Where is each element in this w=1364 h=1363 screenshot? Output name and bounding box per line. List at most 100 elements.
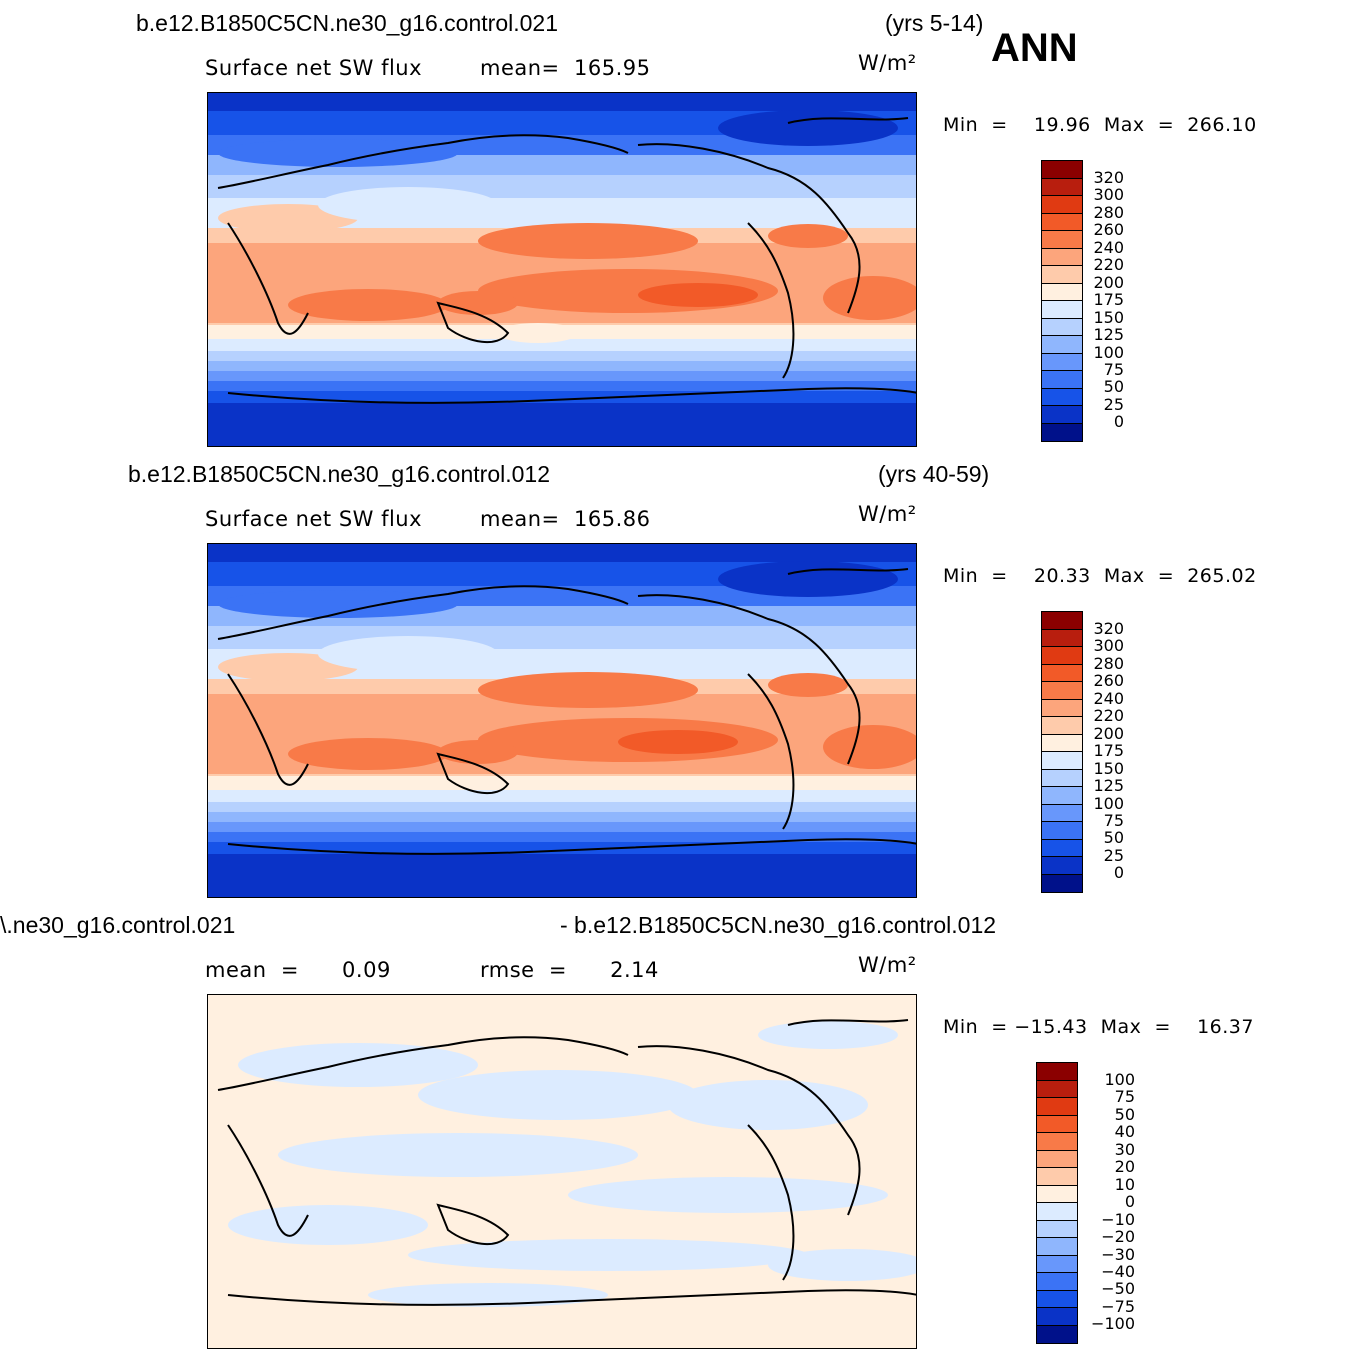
colorbar-1: [1041, 160, 1083, 442]
colorbar-swatch: [1037, 1063, 1077, 1081]
colorbar-swatch: [1042, 839, 1082, 857]
colorbar-tick-label: 50: [1103, 828, 1124, 848]
colorbar-swatch: [1042, 664, 1082, 682]
colorbar-labels-2: 320 300 280 260 240 220 200 175 150 125 100 75 50 25 0: [1080, 621, 1124, 891]
colorbar-tick-label: −100: [1091, 1314, 1135, 1334]
colorbar-tick-label: −40: [1101, 1261, 1135, 1281]
colorbar-swatch: [1037, 1098, 1077, 1116]
colorbar-swatch: [1042, 787, 1082, 805]
colorbar-swatch: [1037, 1220, 1077, 1238]
diff-rmse-label: rmse = 2.14: [480, 958, 659, 982]
colorbar-tick-label: 320: [1093, 619, 1124, 638]
colorbar-swatch: [1042, 699, 1082, 717]
colorbar-swatch: [1042, 283, 1082, 301]
colorbar-tick-label: 75: [1103, 359, 1124, 379]
colorbar-tick-label: 220: [1093, 706, 1124, 726]
mean-label-2: mean= 165.86: [480, 507, 651, 531]
colorbar-tick-label: 0: [1124, 1192, 1135, 1212]
colorbar-swatch: [1042, 857, 1082, 875]
colorbar-tick-label: 300: [1093, 636, 1124, 656]
case-name-1: b.e12.B1850C5CN.ne30_g16.control.021: [136, 10, 558, 36]
sw-flux-map-1: [208, 93, 916, 446]
colorbar-diff: [1036, 1062, 1078, 1344]
units-label-2: W/m²: [858, 502, 917, 526]
colorbar-labels-1: 320 300 280 260 240 220 200 175 150 125 100 75 50 25 0: [1080, 170, 1124, 440]
colorbar-tick-label: 240: [1093, 688, 1124, 708]
sw-flux-map-2: [208, 544, 916, 897]
mean-label-1: mean= 165.95: [480, 56, 651, 80]
colorbar-2: [1041, 611, 1083, 893]
colorbar-tick-label: 100: [1093, 793, 1124, 813]
colorbar-swatch: [1037, 1308, 1077, 1326]
colorbar-swatch: [1042, 822, 1082, 840]
colorbar-tick-label: 220: [1093, 255, 1124, 275]
colorbar-swatch: [1037, 1168, 1077, 1186]
colorbar-tick-label: 175: [1093, 290, 1124, 310]
colorbar-tick-label: 10: [1114, 1174, 1135, 1194]
colorbar-tick-label: 260: [1093, 671, 1124, 691]
colorbar-tick-label: 50: [1103, 377, 1124, 397]
colorbar-tick-label: 100: [1104, 1070, 1135, 1089]
units-label-3: W/m²: [858, 953, 917, 977]
colorbar-swatch: [1042, 874, 1082, 892]
colorbar-swatch: [1042, 717, 1082, 735]
colorbar-swatch: [1042, 371, 1082, 389]
colorbar-tick-label: 260: [1093, 220, 1124, 240]
colorbar-swatch: [1042, 612, 1082, 630]
season-label: ANN: [991, 26, 1078, 70]
minmax-label-2: Min = 20.33 Max = 265.02: [943, 565, 1257, 587]
colorbar-swatch: [1042, 353, 1082, 371]
colorbar-swatch: [1042, 388, 1082, 406]
map-panel-diff: [207, 994, 917, 1349]
colorbar-tick-label: 200: [1093, 723, 1124, 743]
colorbar-swatch: [1042, 629, 1082, 647]
colorbar-swatch: [1042, 423, 1082, 441]
colorbar-tick-label: 280: [1093, 202, 1124, 222]
colorbar-swatch: [1042, 406, 1082, 424]
colorbar-swatch: [1042, 769, 1082, 787]
colorbar-tick-label: 25: [1103, 394, 1124, 414]
colorbar-tick-label: 150: [1093, 307, 1124, 327]
colorbar-tick-label: 75: [1114, 1087, 1135, 1107]
minmax-label-1: Min = 19.96 Max = 266.10: [943, 114, 1257, 136]
colorbar-swatch: [1042, 682, 1082, 700]
colorbar-tick-label: 280: [1093, 653, 1124, 673]
colorbar-tick-label: 100: [1093, 342, 1124, 362]
colorbar-tick-label: 25: [1103, 845, 1124, 865]
colorbar-swatch: [1042, 647, 1082, 665]
colorbar-swatch: [1037, 1080, 1077, 1098]
colorbar-tick-label: −75: [1101, 1296, 1135, 1316]
colorbar-swatch: [1037, 1133, 1077, 1151]
colorbar-swatch: [1042, 734, 1082, 752]
colorbar-swatch: [1042, 248, 1082, 266]
colorbar-tick-label: 125: [1093, 776, 1124, 796]
map-panel-1: [207, 92, 917, 447]
colorbar-swatch: [1037, 1255, 1077, 1273]
colorbar-swatch: [1037, 1290, 1077, 1308]
diff-mean-label: mean = 0.09: [205, 958, 391, 982]
case-name-2: b.e12.B1850C5CN.ne30_g16.control.012: [128, 461, 550, 487]
colorbar-tick-label: 40: [1114, 1122, 1135, 1142]
colorbar-tick-label: −20: [1101, 1227, 1135, 1247]
minmax-label-3: Min = −15.43 Max = 16.37: [943, 1016, 1254, 1038]
colorbar-swatch: [1037, 1115, 1077, 1133]
units-label-1: W/m²: [858, 51, 917, 75]
sw-flux-diff-map: [208, 995, 916, 1348]
colorbar-tick-label: 320: [1093, 168, 1124, 187]
colorbar-swatch: [1037, 1273, 1077, 1291]
colorbar-tick-label: 0: [1113, 863, 1124, 883]
colorbar-swatch: [1042, 161, 1082, 179]
colorbar-swatch: [1042, 266, 1082, 284]
colorbar-swatch: [1037, 1150, 1077, 1168]
variable-label-1: Surface net SW flux: [205, 56, 423, 80]
colorbar-tick-label: 0: [1113, 412, 1124, 432]
colorbar-tick-label: 200: [1093, 272, 1124, 292]
colorbar-swatch: [1042, 301, 1082, 319]
colorbar-tick-label: 50: [1114, 1104, 1135, 1124]
colorbar-swatch: [1042, 231, 1082, 249]
colorbar-labels-diff: 100 75 50 40 30 20 10 0 −10 −20 −30 −40 −50 −75 −100: [1075, 1072, 1135, 1342]
colorbar-swatch: [1037, 1203, 1077, 1221]
colorbar-tick-label: 300: [1093, 185, 1124, 205]
variable-label-2: Surface net SW flux: [205, 507, 423, 531]
colorbar-swatch: [1042, 336, 1082, 354]
